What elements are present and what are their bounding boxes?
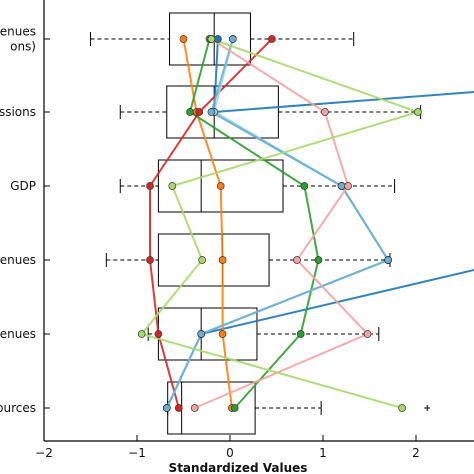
series-exit-line-0-1: [214, 91, 474, 113]
x-tick-label-3: 1: [319, 446, 327, 460]
series-line-5: [165, 38, 390, 409]
series-point-7-2: [168, 182, 177, 190]
box-1: [119, 85, 422, 139]
series-point-7-0: [207, 35, 216, 43]
series-lines-layer: [139, 38, 474, 409]
box-iqr: [166, 85, 279, 139]
category-label-0-0: enues: [0, 25, 36, 39]
series-point-7-1: [414, 108, 422, 116]
box-4: [147, 307, 380, 361]
series-point-6-4: [363, 330, 372, 338]
series-point-6-3: [293, 256, 301, 264]
series-point-1-3: [218, 256, 227, 264]
series-point-5-3: [384, 256, 392, 264]
box-iqr: [157, 233, 270, 287]
labels-layer: −2 −1 0 1 2enuesons)ssionsGDPenuesenuesource…: [0, 25, 420, 461]
series-point-1-2: [216, 182, 225, 190]
x-axis-label: Standardized Values: [169, 461, 308, 474]
series-point-3-0: [268, 35, 276, 43]
series-line-1: [182, 38, 233, 409]
category-label-4-0: enues: [0, 327, 36, 341]
series-point-3-3: [146, 256, 154, 264]
boxes-layer: [90, 12, 431, 435]
series-point-7-5: [398, 404, 406, 412]
category-label-3-0: enues: [0, 253, 36, 267]
series-point-3-1: [195, 108, 204, 116]
series-point-5-4: [197, 330, 206, 338]
category-label-1-0: ssions: [0, 105, 36, 119]
category-label-0-1: ons): [10, 40, 36, 54]
box-0: [90, 12, 355, 66]
x-tick-label-1: −1: [128, 446, 146, 460]
series-point-6-2: [344, 182, 352, 190]
series-point-2-2: [300, 182, 309, 190]
series-point-2-4: [296, 330, 305, 338]
series-line-2: [188, 38, 320, 409]
category-label-5-0: ources: [0, 401, 36, 415]
series-line-7: [139, 38, 422, 409]
series-point-2-3: [314, 256, 323, 264]
series-point-2-1: [186, 108, 194, 116]
box-iqr: [169, 12, 251, 66]
series-line-6: [194, 38, 370, 409]
series-line-3: [149, 38, 273, 409]
series-line-4: [165, 38, 390, 409]
x-tick-label-4: 2: [412, 446, 420, 460]
x-tick-label-0: −2: [35, 446, 53, 460]
series-points-layer: [137, 35, 422, 412]
series-point-7-4: [137, 330, 146, 338]
series-point-5-1: [207, 108, 216, 116]
axes-layer: [43, 0, 474, 442]
series-point-0-0: [214, 35, 222, 43]
series-point-7-3: [198, 256, 206, 264]
series-point-2-5: [230, 404, 239, 412]
series-point-6-5: [190, 404, 199, 412]
series-point-1-0: [179, 35, 188, 43]
series-point-1-4: [218, 330, 227, 338]
series-point-6-1: [321, 108, 329, 116]
series-line-0: [165, 38, 390, 409]
category-label-2-0: GDP: [10, 179, 36, 193]
series-point-3-5: [174, 404, 183, 412]
series-point-5-2: [337, 182, 346, 190]
box-5: [167, 381, 431, 435]
series-point-3-2: [146, 182, 154, 190]
series-point-3-4: [154, 330, 163, 338]
x-tick-label-2: 0: [226, 446, 234, 460]
series-point-5-0: [228, 35, 237, 43]
series-point-5-5: [162, 404, 171, 412]
